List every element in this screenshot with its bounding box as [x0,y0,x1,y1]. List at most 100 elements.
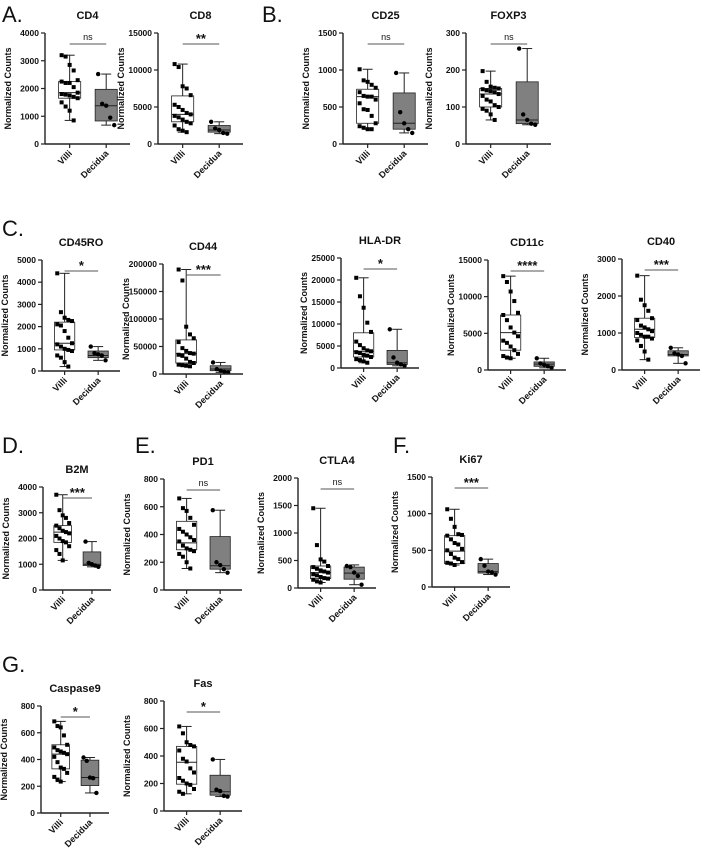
data-point [369,113,374,118]
data-point [177,776,182,780]
data-point [177,551,182,556]
box-plot-pd1: PD1 0 200 400 600 800 Villi Decidua Normalized C… [122,456,242,626]
y-tick-label: 600 [144,724,158,734]
data-point [191,351,196,356]
significance-label: ns [381,32,391,42]
data-point [318,557,323,562]
x-tick-label: Decidua [63,817,96,848]
y-axis-label: Normalized Counts [121,278,131,360]
y-tick-label: 400 [21,755,35,765]
y-tick-label: 1000 [20,111,39,121]
x-tick-label: Villi [441,591,459,609]
data-point [99,101,105,106]
data-point [67,521,72,526]
data-point [184,759,189,764]
y-tick-label: 5000 [316,341,335,351]
data-point [188,121,193,126]
data-point [52,774,57,779]
y-tick-label: 1000 [18,559,37,569]
data-point [365,94,370,99]
data-point [225,131,230,136]
data-point [311,572,316,577]
y-tick-label: 0 [34,139,39,149]
data-point [214,560,219,565]
data-point [172,123,177,128]
data-point [60,539,65,544]
x-tick-label: Decidua [500,148,533,181]
data-point [369,127,374,132]
data-point [65,770,70,775]
data-point [484,88,489,93]
box-villi [356,88,380,124]
box-plot-ctla4: CTLA4 0 500 1000 1500 2000 Villi Decidua Normali… [256,455,376,624]
data-point [549,365,554,370]
data-point [69,319,74,324]
data-point [55,322,60,327]
data-point [187,364,192,369]
data-point [214,787,219,792]
data-point [314,566,319,571]
data-point [210,360,216,365]
data-point [191,549,196,554]
data-point [445,533,450,538]
data-point [172,102,177,107]
y-tick-label: 4000 [18,482,37,492]
data-point [452,541,457,545]
data-point [112,122,117,128]
data-point [104,103,109,108]
data-point [391,355,396,360]
data-point [638,332,643,337]
data-point [368,349,373,354]
data-point [63,104,68,109]
data-point [55,271,60,276]
data-point [176,362,181,367]
data-point [357,351,362,356]
data-point [368,355,373,359]
y-tick-label: 300 [446,28,460,38]
chart-title: CD11c [510,237,544,249]
data-point [314,579,319,584]
data-point [488,89,493,94]
data-point [180,778,185,783]
data-point [488,112,493,117]
data-point [180,506,185,511]
data-point [66,335,71,340]
data-point [459,560,464,565]
data-point [188,535,193,540]
data-point [488,84,493,89]
y-tick-label: 0 [31,366,36,376]
x-tick-label: Decidua [377,148,410,181]
y-tick-label: 500 [412,545,426,555]
data-point [529,121,534,126]
significance-label: ** [196,31,207,46]
data-point [406,127,411,132]
data-point [314,573,319,578]
y-tick-label: 800 [21,701,35,711]
data-point [188,782,193,787]
data-point [55,748,60,753]
data-point [176,340,181,345]
y-tick-label: 200 [446,65,460,75]
significance-label: * [73,704,79,719]
data-point [176,352,181,357]
data-point [67,544,72,549]
data-point [176,115,181,120]
data-point [54,492,59,497]
box-decidua [392,92,416,130]
data-point [184,130,189,135]
data-point [635,338,640,343]
data-point [512,348,517,353]
chart-title: HLA-DR [359,235,401,247]
data-point [184,348,189,353]
data-point [452,563,457,567]
y-tick-label: 0 [32,585,37,595]
data-point [54,548,59,553]
y-tick-label: 400 [144,530,158,540]
data-point [387,327,392,332]
data-point [642,303,647,308]
data-point [71,85,76,90]
panel-letter: C. [2,216,24,241]
x-tick-label: Villi [47,817,65,835]
data-point [187,359,192,364]
panel-letter: E. [135,433,156,458]
